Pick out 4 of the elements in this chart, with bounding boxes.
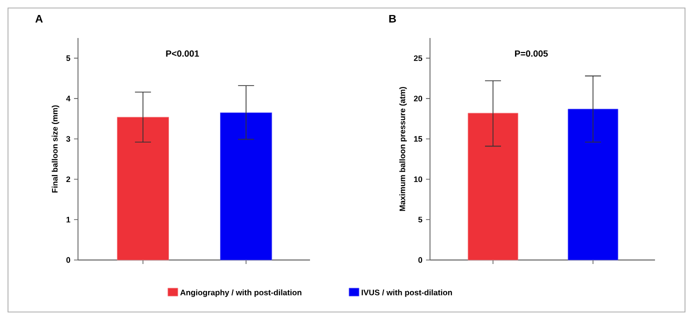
chart-title: A	[35, 14, 43, 22]
annotation: P<0.001	[166, 50, 199, 57]
chart-title: B	[389, 14, 396, 22]
annotation: P=0.005	[515, 50, 548, 57]
